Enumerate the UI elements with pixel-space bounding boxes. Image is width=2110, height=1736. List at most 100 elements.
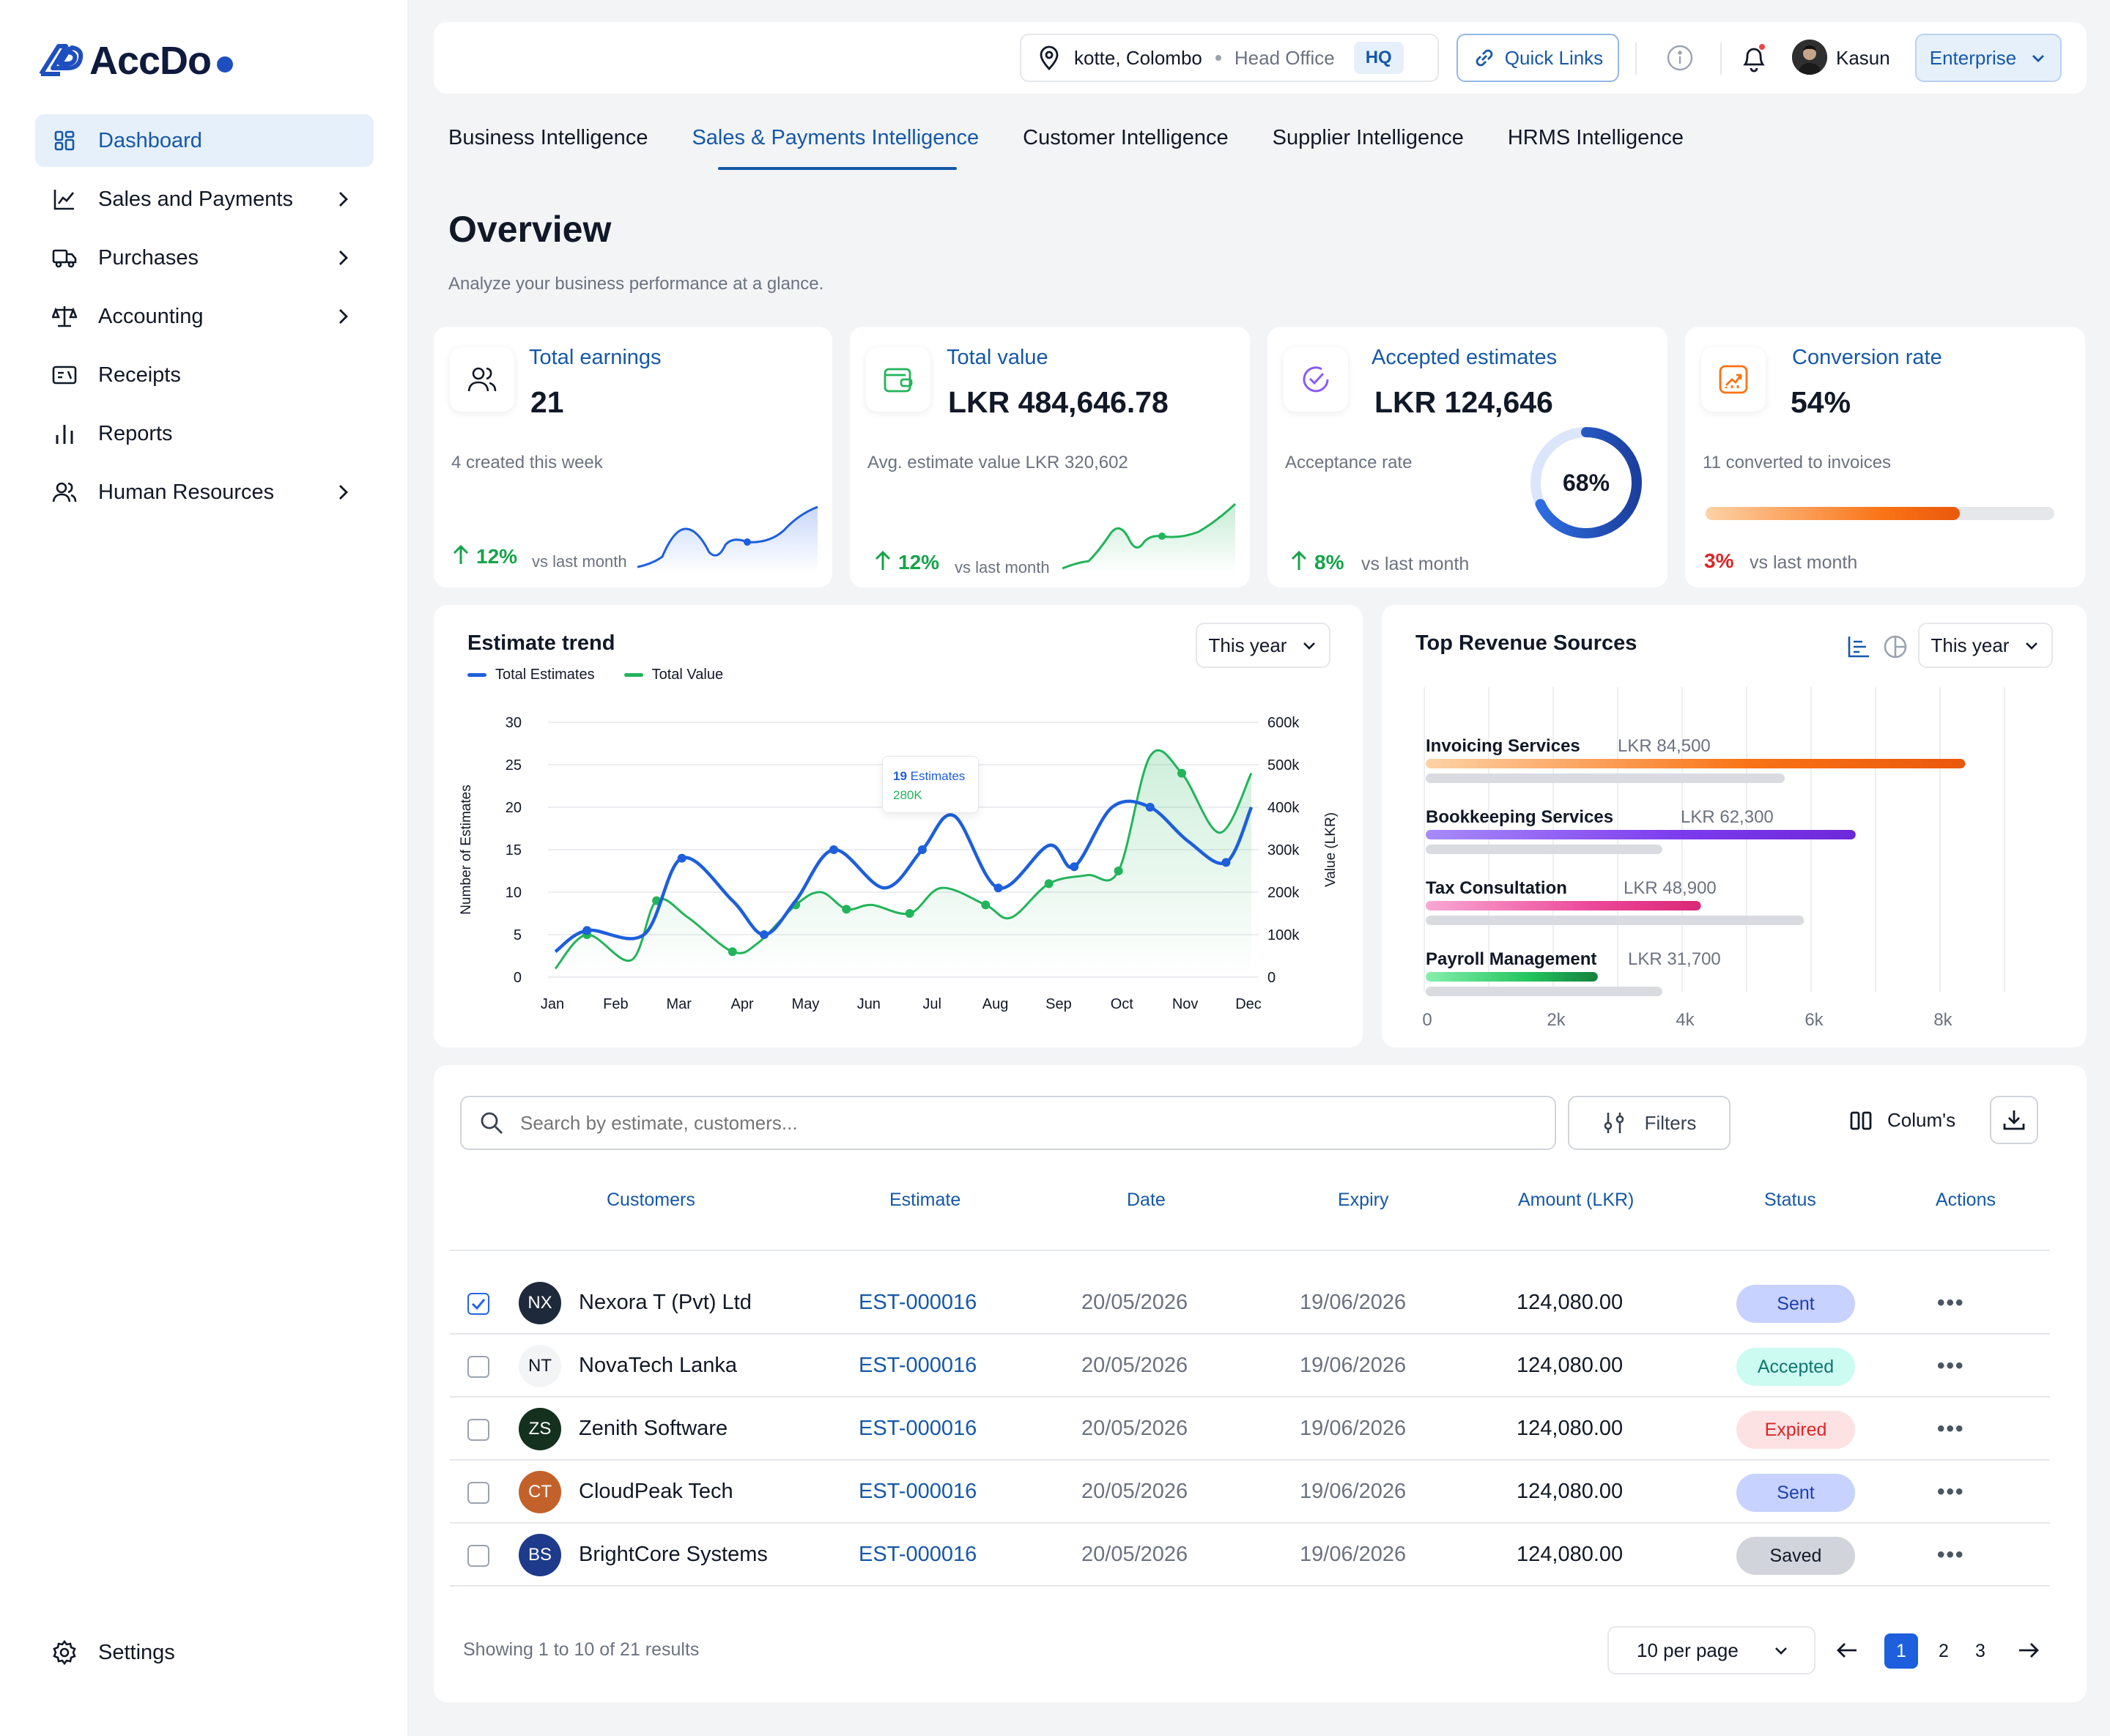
- table-row[interactable]: NX Nexora T (Pvt) Ltd EST-000016 20/05/2…: [450, 1272, 2050, 1335]
- row-checkbox[interactable]: [467, 1356, 489, 1378]
- chevron-down-icon: [1303, 642, 1316, 650]
- tab-customer-intelligence[interactable]: Customer Intelligence: [1023, 126, 1229, 149]
- bar-chart-icon: [51, 420, 78, 447]
- kpi-comparison: vs last month: [1361, 554, 1470, 574]
- row-checkbox[interactable]: [467, 1482, 489, 1504]
- estimate-date: 20/05/2026: [1081, 1291, 1188, 1314]
- x-tick-label: 2k: [1547, 1010, 1566, 1030]
- value-label: LKR 84,500: [1618, 736, 1711, 756]
- logo[interactable]: AccDo: [38, 38, 234, 84]
- tab-supplier-intelligence[interactable]: Supplier Intelligence: [1272, 126, 1464, 149]
- estimate-link[interactable]: EST-000016: [859, 1291, 977, 1314]
- quick-links-button[interactable]: Quick Links: [1456, 34, 1619, 82]
- table-row[interactable]: NT NovaTech Lanka EST-000016 20/05/2026 …: [450, 1335, 2050, 1398]
- user-avatar[interactable]: [1792, 40, 1827, 75]
- column-header-estimate[interactable]: Estimate: [889, 1190, 961, 1210]
- sidebar-item-reports[interactable]: Reports: [35, 407, 374, 460]
- revenue-period-dropdown[interactable]: This year: [1918, 623, 2053, 668]
- trend-period-dropdown[interactable]: This year: [1196, 623, 1330, 668]
- truck-icon: [51, 245, 78, 271]
- estimate-link[interactable]: EST-000016: [859, 1354, 977, 1377]
- user-photo-icon: [1792, 40, 1827, 75]
- x-tick-label: Mar: [667, 996, 692, 1012]
- y-tick-label: 30: [506, 715, 522, 731]
- tab-hrms-intelligence[interactable]: HRMS Intelligence: [1507, 126, 1684, 149]
- chevron-down-icon: [2032, 55, 2045, 62]
- table-row[interactable]: ZS Zenith Software EST-000016 20/05/2026…: [450, 1398, 2050, 1461]
- logo-icon: [39, 44, 84, 76]
- data-point: [728, 947, 737, 957]
- sidebar-item-settings[interactable]: Settings: [35, 1626, 374, 1679]
- chevron-right-icon: [339, 251, 348, 265]
- row-actions-button[interactable]: •••: [1937, 1417, 1965, 1441]
- location-selector[interactable]: kotte, Colombo Head Office HQ: [1020, 34, 1439, 82]
- table-row[interactable]: CT CloudPeak Tech EST-000016 20/05/2026 …: [450, 1461, 2050, 1524]
- x-tick-label: Jun: [857, 996, 881, 1012]
- estimate-trend-chart: 0 0 5 100k 10 200k 15 300k 20 400k 25 500k 30 600k Jan…: [459, 715, 1339, 1012]
- separator-dot: [1215, 55, 1221, 61]
- customer-name: CloudPeak Tech: [579, 1480, 733, 1503]
- category-label: Tax Consultation: [1426, 878, 1567, 898]
- sidebar-item-human-resources[interactable]: Human Resources: [35, 466, 374, 519]
- avatar: CT: [519, 1471, 561, 1513]
- table-row[interactable]: BS BrightCore Systems EST-000016 20/05/2…: [450, 1524, 2050, 1587]
- page-button[interactable]: 1: [1884, 1633, 1918, 1669]
- row-checkbox[interactable]: [467, 1293, 489, 1315]
- sidebar-item-sales-and-payments[interactable]: Sales and Payments: [35, 173, 374, 226]
- estimate-link[interactable]: EST-000016: [859, 1543, 977, 1566]
- sidebar-item-receipts[interactable]: Receipts: [35, 349, 374, 401]
- columns-icon: [1850, 1111, 1872, 1129]
- arrow-right-icon[interactable]: [2016, 1638, 2041, 1663]
- download-icon: [2003, 1110, 2025, 1130]
- data-point: [677, 853, 686, 863]
- page-button[interactable]: 3: [1975, 1640, 1985, 1661]
- bell-icon[interactable]: [1739, 41, 1769, 73]
- estimate-link[interactable]: EST-000016: [859, 1480, 977, 1503]
- row-actions-button[interactable]: •••: [1937, 1354, 1965, 1378]
- row-actions-button[interactable]: •••: [1937, 1543, 1965, 1567]
- y-tick-label: 20: [506, 800, 522, 816]
- estimate-link[interactable]: EST-000016: [859, 1417, 977, 1440]
- location-name: kotte, Colombo: [1074, 46, 1202, 69]
- row-actions-button[interactable]: •••: [1937, 1291, 1965, 1315]
- value-sparkline: [1062, 502, 1237, 573]
- column-header-expiry[interactable]: Expiry: [1338, 1190, 1389, 1210]
- column-header-amount[interactable]: Amount (LKR): [1518, 1190, 1635, 1210]
- columns-button[interactable]: Colum's: [1849, 1109, 1955, 1132]
- row-actions-button[interactable]: •••: [1937, 1480, 1965, 1504]
- sidebar-item-dashboard[interactable]: Dashboard: [35, 114, 374, 167]
- map-pin-icon: [1040, 45, 1059, 70]
- column-header-customers[interactable]: Customers: [607, 1190, 695, 1210]
- sidebar-item-accounting[interactable]: Accounting: [35, 290, 374, 343]
- comparison-bar: [1426, 774, 1785, 783]
- user-name[interactable]: Kasun: [1836, 47, 1890, 69]
- tab-business-intelligence[interactable]: Business Intelligence: [448, 126, 648, 149]
- search-field[interactable]: [460, 1096, 1556, 1150]
- download-button[interactable]: [1990, 1096, 2038, 1144]
- row-checkbox[interactable]: [467, 1545, 489, 1567]
- column-header-status[interactable]: Status: [1764, 1190, 1816, 1210]
- bar-chart-view-icon[interactable]: [1846, 634, 1871, 659]
- filters-button[interactable]: Filters: [1568, 1096, 1730, 1150]
- legend-swatch-estimates: [467, 673, 486, 677]
- plan-selector[interactable]: Enterprise: [1915, 34, 2062, 82]
- top-bar: kotte, Colombo Head Office HQ Quick Link…: [434, 22, 2087, 94]
- column-header-date[interactable]: Date: [1127, 1190, 1166, 1210]
- tab-sales-payments-intelligence[interactable]: Sales & Payments Intelligence: [692, 126, 979, 170]
- data-point: [1221, 858, 1231, 867]
- y2-tick-label: 500k: [1267, 757, 1300, 774]
- arrow-left-icon[interactable]: [1835, 1638, 1859, 1663]
- pie-chart-view-icon[interactable]: [1883, 634, 1908, 659]
- search-input[interactable]: [520, 1111, 1473, 1135]
- estimate-date: 20/05/2026: [1081, 1417, 1188, 1440]
- kpi-subtext: 11 converted to invoices: [1703, 453, 1892, 472]
- sidebar-item-purchases[interactable]: Purchases: [35, 231, 374, 284]
- per-page-dropdown[interactable]: 10 per page: [1607, 1626, 1815, 1674]
- info-icon[interactable]: [1666, 44, 1694, 72]
- page-button[interactable]: 2: [1939, 1640, 1949, 1661]
- row-checkbox[interactable]: [467, 1419, 489, 1441]
- x-tick-label: Dec: [1235, 996, 1262, 1012]
- y-tick-label: 10: [506, 885, 522, 901]
- scale-icon: [51, 303, 78, 330]
- data-point: [1177, 768, 1186, 778]
